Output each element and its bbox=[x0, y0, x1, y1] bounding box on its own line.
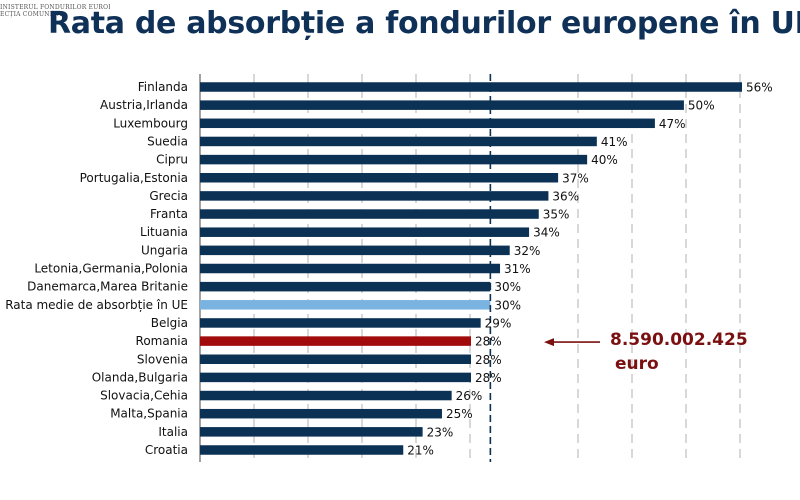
category-label-8: Lituania bbox=[140, 225, 188, 239]
category-label-11: Danemarca,Marea Britanie bbox=[27, 280, 188, 294]
bar-15 bbox=[200, 354, 471, 364]
annotation-amount: 8.590.002.425 bbox=[610, 330, 748, 350]
value-label-20: 21% bbox=[407, 444, 434, 458]
bar-5 bbox=[200, 173, 559, 183]
value-label-14: 28% bbox=[475, 335, 502, 349]
bar-11 bbox=[200, 281, 491, 292]
value-label-17: 26% bbox=[456, 389, 483, 403]
value-label-6: 36% bbox=[552, 189, 579, 203]
value-label-8: 34% bbox=[533, 226, 560, 240]
value-label-7: 35% bbox=[543, 208, 570, 222]
bar-18 bbox=[200, 408, 442, 419]
romania-amount-annotation: 8.590.002.425 euro bbox=[610, 328, 748, 376]
value-label-15: 28% bbox=[475, 353, 502, 367]
value-label-12: 30% bbox=[494, 298, 521, 312]
organization-line-2: ECȚIA COMUNICA bbox=[0, 11, 62, 18]
category-label-17: Slovacia,Cehia bbox=[100, 389, 188, 403]
bar-7 bbox=[200, 209, 539, 219]
category-label-5: Portugalia,Estonia bbox=[80, 171, 188, 185]
bar-13 bbox=[200, 318, 481, 328]
category-label-3: Suedia bbox=[147, 134, 188, 148]
value-label-11: 30% bbox=[494, 280, 521, 294]
value-label-4: 40% bbox=[591, 153, 618, 167]
annotation-arrowhead bbox=[544, 338, 554, 347]
category-label-15: Slovenia bbox=[137, 352, 188, 366]
value-label-18: 25% bbox=[446, 407, 473, 421]
category-label-20: Croatia bbox=[145, 443, 188, 457]
bar-19 bbox=[200, 427, 423, 437]
value-label-5: 37% bbox=[562, 171, 589, 185]
value-label-16: 28% bbox=[475, 371, 502, 385]
bar-17 bbox=[200, 390, 452, 401]
category-label-6: Grecia bbox=[149, 189, 188, 203]
category-label-10: Letonia,Germania,Polonia bbox=[34, 262, 188, 276]
value-label-9: 32% bbox=[514, 244, 541, 258]
category-label-1: Austria,Irlanda bbox=[100, 98, 188, 112]
organization-line-1: INISTERUL FONDURILOR EUROPENE bbox=[0, 4, 110, 11]
value-label-1: 50% bbox=[688, 99, 715, 113]
category-label-2: Luxembourg bbox=[113, 116, 188, 130]
value-label-2: 47% bbox=[659, 117, 686, 131]
bar-4 bbox=[200, 154, 588, 165]
bar-20 bbox=[200, 445, 404, 455]
value-label-13: 29% bbox=[485, 316, 512, 330]
category-label-0: Finlanda bbox=[138, 80, 188, 94]
category-label-18: Malta,Spania bbox=[110, 407, 188, 421]
organization-label: INISTERUL FONDURILOR EUROPENE ECȚIA COMU… bbox=[0, 4, 110, 18]
category-label-14: Romania bbox=[136, 334, 188, 348]
bar-8 bbox=[200, 227, 530, 237]
category-label-19: Italia bbox=[158, 425, 188, 439]
category-label-7: Franta bbox=[150, 207, 188, 221]
bar-1 bbox=[200, 100, 684, 110]
bar-9 bbox=[200, 245, 510, 256]
category-label-12: Rata medie de absorbție în UE bbox=[5, 298, 188, 312]
bar-6 bbox=[200, 191, 549, 201]
bar-2 bbox=[200, 118, 655, 129]
annotation-unit: euro bbox=[615, 354, 659, 374]
category-label-13: Belgia bbox=[151, 316, 188, 330]
value-label-19: 23% bbox=[427, 425, 454, 439]
value-label-10: 31% bbox=[504, 262, 531, 276]
bar-16 bbox=[200, 372, 471, 383]
value-label-0: 56% bbox=[746, 81, 773, 95]
bar-14 bbox=[200, 336, 471, 346]
value-label-3: 41% bbox=[601, 135, 628, 149]
category-label-9: Ungaria bbox=[141, 243, 188, 257]
bar-3 bbox=[200, 136, 597, 147]
chart-title: Rata de absorbție a fondurilor europene … bbox=[48, 6, 800, 41]
bar-0 bbox=[200, 82, 742, 92]
bar-12 bbox=[200, 300, 491, 310]
category-label-16: Olanda,Bulgaria bbox=[92, 370, 188, 384]
category-label-4: Cipru bbox=[156, 153, 188, 167]
bar-10 bbox=[200, 263, 501, 274]
